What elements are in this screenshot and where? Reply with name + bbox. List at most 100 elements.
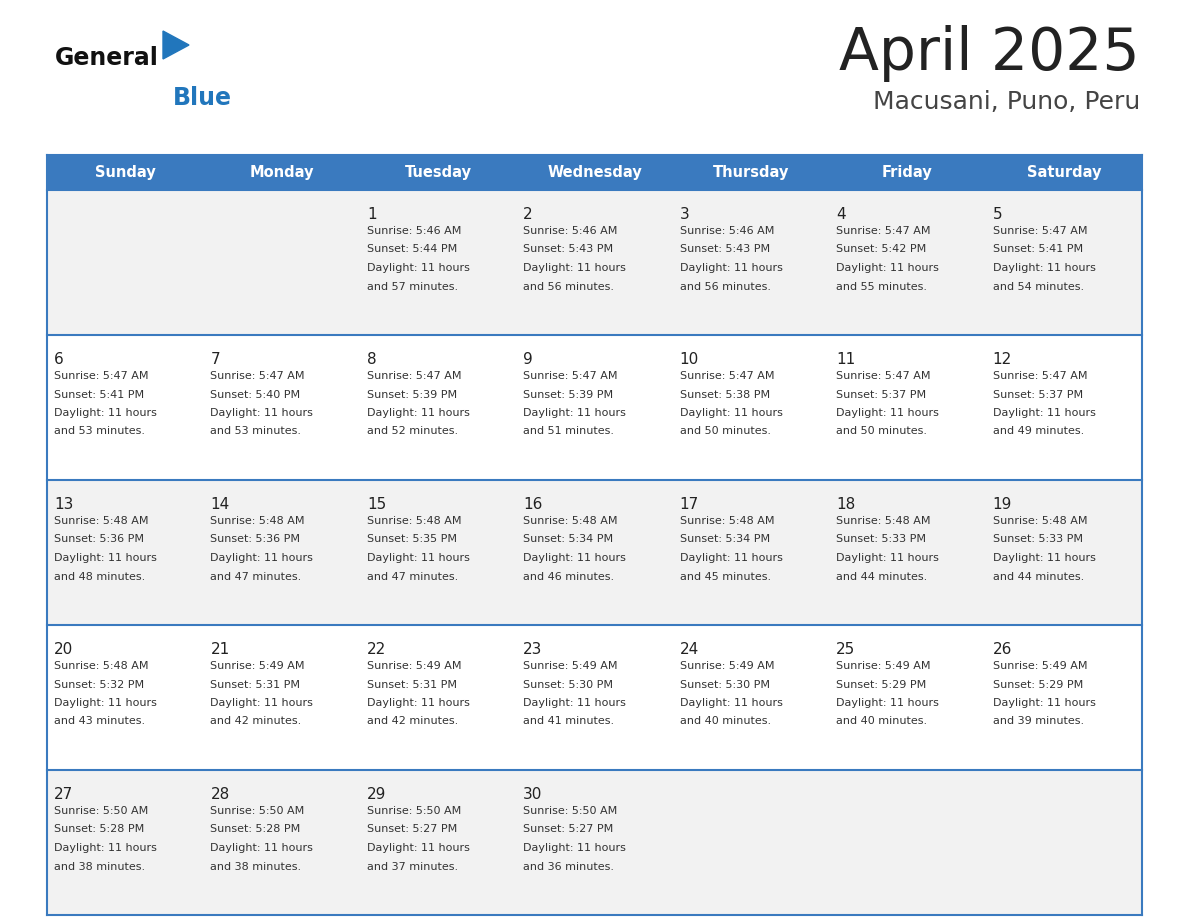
Text: Daylight: 11 hours: Daylight: 11 hours bbox=[367, 408, 469, 418]
Text: Sunset: 5:35 PM: Sunset: 5:35 PM bbox=[367, 534, 457, 544]
Text: Thursday: Thursday bbox=[713, 165, 789, 180]
Text: Daylight: 11 hours: Daylight: 11 hours bbox=[680, 408, 783, 418]
Text: Sunset: 5:43 PM: Sunset: 5:43 PM bbox=[523, 244, 613, 254]
Text: Sunrise: 5:46 AM: Sunrise: 5:46 AM bbox=[680, 226, 775, 236]
Text: 20: 20 bbox=[53, 642, 74, 657]
Text: 15: 15 bbox=[367, 497, 386, 512]
Text: Blue: Blue bbox=[173, 86, 232, 110]
Text: 23: 23 bbox=[523, 642, 543, 657]
Text: 22: 22 bbox=[367, 642, 386, 657]
Text: 2: 2 bbox=[523, 207, 533, 222]
Text: Sunset: 5:41 PM: Sunset: 5:41 PM bbox=[992, 244, 1082, 254]
Text: Sunrise: 5:48 AM: Sunrise: 5:48 AM bbox=[523, 516, 618, 526]
Text: 1: 1 bbox=[367, 207, 377, 222]
Text: Daylight: 11 hours: Daylight: 11 hours bbox=[680, 698, 783, 708]
Text: Daylight: 11 hours: Daylight: 11 hours bbox=[53, 553, 157, 563]
Text: Daylight: 11 hours: Daylight: 11 hours bbox=[680, 553, 783, 563]
Text: Sunset: 5:27 PM: Sunset: 5:27 PM bbox=[367, 824, 457, 834]
Text: Sunset: 5:31 PM: Sunset: 5:31 PM bbox=[210, 679, 301, 689]
Text: Wednesday: Wednesday bbox=[548, 165, 642, 180]
Text: Sunset: 5:42 PM: Sunset: 5:42 PM bbox=[836, 244, 927, 254]
Text: General: General bbox=[55, 46, 159, 70]
Text: Sunrise: 5:47 AM: Sunrise: 5:47 AM bbox=[210, 371, 305, 381]
Text: and 53 minutes.: and 53 minutes. bbox=[210, 427, 302, 436]
Text: Daylight: 11 hours: Daylight: 11 hours bbox=[836, 263, 939, 273]
Text: and 40 minutes.: and 40 minutes. bbox=[836, 717, 928, 726]
Bar bbox=[48, 155, 1142, 190]
Text: Friday: Friday bbox=[881, 165, 933, 180]
Text: 13: 13 bbox=[53, 497, 74, 512]
Text: and 43 minutes.: and 43 minutes. bbox=[53, 717, 145, 726]
Bar bbox=[48, 480, 1142, 625]
Text: Sunrise: 5:49 AM: Sunrise: 5:49 AM bbox=[523, 661, 618, 671]
Text: Daylight: 11 hours: Daylight: 11 hours bbox=[992, 408, 1095, 418]
Text: 30: 30 bbox=[523, 787, 543, 802]
Bar bbox=[48, 190, 1142, 335]
Text: Daylight: 11 hours: Daylight: 11 hours bbox=[523, 698, 626, 708]
Text: Sunrise: 5:49 AM: Sunrise: 5:49 AM bbox=[836, 661, 930, 671]
Text: Sunrise: 5:50 AM: Sunrise: 5:50 AM bbox=[523, 806, 618, 816]
Text: Sunset: 5:28 PM: Sunset: 5:28 PM bbox=[210, 824, 301, 834]
Text: Daylight: 11 hours: Daylight: 11 hours bbox=[53, 408, 157, 418]
Text: Monday: Monday bbox=[249, 165, 314, 180]
Text: Daylight: 11 hours: Daylight: 11 hours bbox=[836, 698, 939, 708]
Text: and 47 minutes.: and 47 minutes. bbox=[210, 572, 302, 581]
Text: and 37 minutes.: and 37 minutes. bbox=[367, 861, 459, 871]
Text: and 44 minutes.: and 44 minutes. bbox=[836, 572, 928, 581]
Text: Sunset: 5:38 PM: Sunset: 5:38 PM bbox=[680, 389, 770, 399]
Text: 4: 4 bbox=[836, 207, 846, 222]
Text: 14: 14 bbox=[210, 497, 229, 512]
Text: 16: 16 bbox=[523, 497, 543, 512]
Text: Sunrise: 5:48 AM: Sunrise: 5:48 AM bbox=[210, 516, 305, 526]
Text: Sunset: 5:37 PM: Sunset: 5:37 PM bbox=[836, 389, 927, 399]
Text: and 52 minutes.: and 52 minutes. bbox=[367, 427, 459, 436]
Text: and 39 minutes.: and 39 minutes. bbox=[992, 717, 1083, 726]
Text: Daylight: 11 hours: Daylight: 11 hours bbox=[680, 263, 783, 273]
Text: and 54 minutes.: and 54 minutes. bbox=[992, 282, 1083, 292]
Text: Sunrise: 5:48 AM: Sunrise: 5:48 AM bbox=[53, 661, 148, 671]
Text: and 53 minutes.: and 53 minutes. bbox=[53, 427, 145, 436]
Text: Sunset: 5:32 PM: Sunset: 5:32 PM bbox=[53, 679, 144, 689]
Text: and 36 minutes.: and 36 minutes. bbox=[523, 861, 614, 871]
Text: Sunrise: 5:49 AM: Sunrise: 5:49 AM bbox=[680, 661, 775, 671]
Text: Daylight: 11 hours: Daylight: 11 hours bbox=[367, 263, 469, 273]
Text: Sunrise: 5:47 AM: Sunrise: 5:47 AM bbox=[367, 371, 461, 381]
Text: and 38 minutes.: and 38 minutes. bbox=[53, 861, 145, 871]
Text: and 56 minutes.: and 56 minutes. bbox=[523, 282, 614, 292]
Text: Sunrise: 5:48 AM: Sunrise: 5:48 AM bbox=[836, 516, 930, 526]
Text: Sunrise: 5:47 AM: Sunrise: 5:47 AM bbox=[992, 226, 1087, 236]
Text: Daylight: 11 hours: Daylight: 11 hours bbox=[367, 843, 469, 853]
Text: Sunrise: 5:50 AM: Sunrise: 5:50 AM bbox=[53, 806, 148, 816]
Text: Sunset: 5:33 PM: Sunset: 5:33 PM bbox=[992, 534, 1082, 544]
Text: Daylight: 11 hours: Daylight: 11 hours bbox=[210, 553, 314, 563]
Text: Daylight: 11 hours: Daylight: 11 hours bbox=[53, 698, 157, 708]
Text: Daylight: 11 hours: Daylight: 11 hours bbox=[992, 553, 1095, 563]
Text: and 50 minutes.: and 50 minutes. bbox=[836, 427, 927, 436]
Text: Macusani, Puno, Peru: Macusani, Puno, Peru bbox=[873, 90, 1140, 114]
Text: Sunrise: 5:48 AM: Sunrise: 5:48 AM bbox=[367, 516, 461, 526]
Text: 21: 21 bbox=[210, 642, 229, 657]
Text: Saturday: Saturday bbox=[1026, 165, 1101, 180]
Text: 26: 26 bbox=[992, 642, 1012, 657]
Text: Sunset: 5:27 PM: Sunset: 5:27 PM bbox=[523, 824, 613, 834]
Text: Daylight: 11 hours: Daylight: 11 hours bbox=[53, 843, 157, 853]
Text: Sunset: 5:37 PM: Sunset: 5:37 PM bbox=[992, 389, 1082, 399]
Text: Sunset: 5:39 PM: Sunset: 5:39 PM bbox=[367, 389, 457, 399]
Text: and 51 minutes.: and 51 minutes. bbox=[523, 427, 614, 436]
Text: Sunset: 5:30 PM: Sunset: 5:30 PM bbox=[680, 679, 770, 689]
Text: Daylight: 11 hours: Daylight: 11 hours bbox=[210, 843, 314, 853]
Text: 5: 5 bbox=[992, 207, 1003, 222]
Text: Sunset: 5:30 PM: Sunset: 5:30 PM bbox=[523, 679, 613, 689]
Text: Sunset: 5:33 PM: Sunset: 5:33 PM bbox=[836, 534, 927, 544]
Text: 8: 8 bbox=[367, 352, 377, 367]
Text: 6: 6 bbox=[53, 352, 64, 367]
Bar bbox=[48, 625, 1142, 770]
Text: Sunset: 5:40 PM: Sunset: 5:40 PM bbox=[210, 389, 301, 399]
Text: Sunset: 5:28 PM: Sunset: 5:28 PM bbox=[53, 824, 144, 834]
Text: Daylight: 11 hours: Daylight: 11 hours bbox=[836, 408, 939, 418]
Text: 11: 11 bbox=[836, 352, 855, 367]
Text: Daylight: 11 hours: Daylight: 11 hours bbox=[523, 263, 626, 273]
Text: Sunrise: 5:47 AM: Sunrise: 5:47 AM bbox=[992, 371, 1087, 381]
Text: and 57 minutes.: and 57 minutes. bbox=[367, 282, 459, 292]
Text: Daylight: 11 hours: Daylight: 11 hours bbox=[992, 698, 1095, 708]
